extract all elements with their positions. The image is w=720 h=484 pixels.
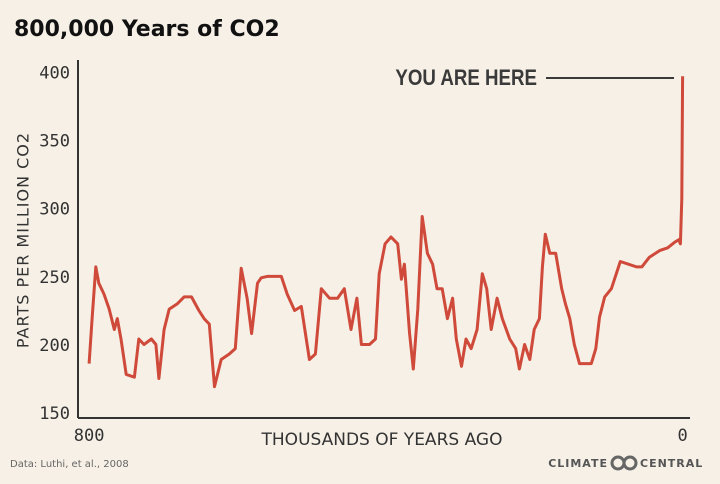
y-tick-label: 350 [39, 132, 70, 152]
y-tick-label: 250 [39, 268, 70, 288]
x-axis-label: THOUSANDS OF YEARS AGO [261, 430, 503, 450]
brand-right: CENTRAL [640, 457, 703, 470]
annotation: YOU ARE HERE [395, 66, 537, 90]
y-tick-label: 200 [39, 336, 70, 356]
logo [622, 455, 638, 471]
brand-left: CLIMATE [548, 457, 608, 470]
source: Data: Luthi, et al., 2008 [10, 459, 129, 470]
y-tick-label: 150 [39, 404, 70, 424]
y-axis-label: PARTS PER MILLION CO2 [14, 132, 33, 348]
y-tick-label: 300 [39, 200, 70, 220]
logo [610, 455, 626, 471]
chart-title: 800,000 Years of CO2 [14, 17, 280, 42]
co2-line [87, 76, 685, 389]
x-tick-label: 800 [74, 426, 105, 446]
x-tick-label: 0 [677, 426, 687, 446]
y-tick-label: 400 [39, 64, 70, 84]
